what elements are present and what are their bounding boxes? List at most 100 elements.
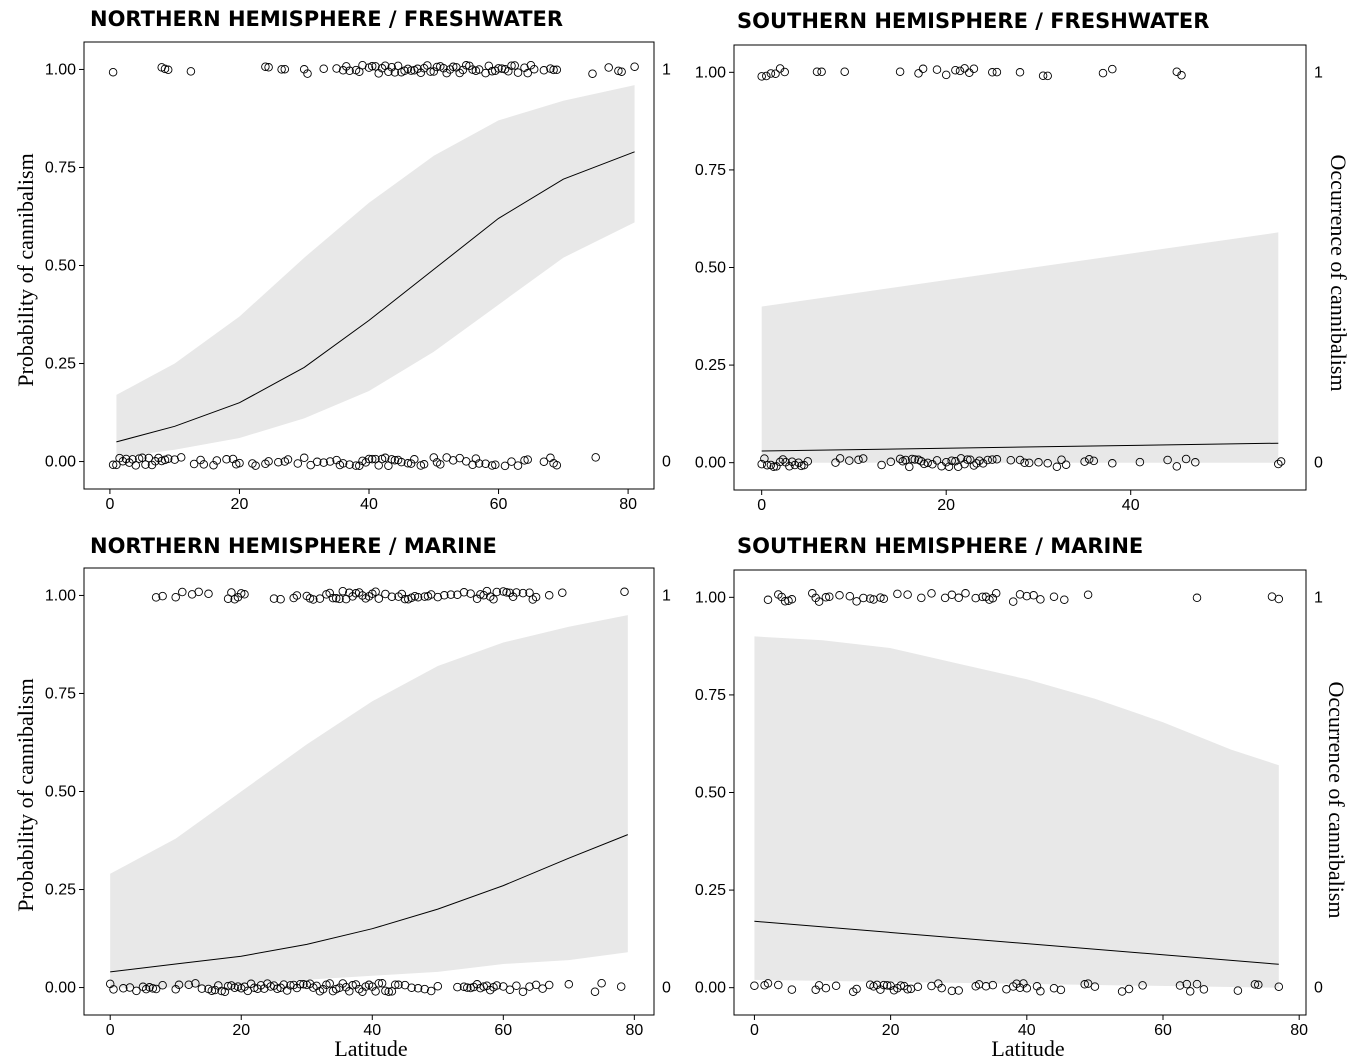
data-point-absent (803, 457, 813, 466)
data-point-present (455, 68, 464, 78)
x-tick-label: 80 (619, 496, 637, 513)
data-point-absent (544, 980, 554, 990)
data-point-present (387, 592, 397, 601)
data-point-absent (191, 979, 200, 988)
data-point-present (410, 591, 420, 601)
data-point-absent (1172, 462, 1182, 471)
data-point-present (426, 67, 435, 76)
data-point-absent (251, 461, 260, 470)
data-point-present (494, 64, 503, 73)
data-point-absent (1254, 980, 1263, 990)
data-point-absent (151, 984, 161, 994)
data-point-present (400, 594, 410, 604)
data-point-absent (520, 456, 529, 465)
data-point-present (954, 593, 963, 603)
data-point-absent (523, 455, 532, 464)
data-point-absent (513, 461, 523, 470)
data-point-absent (413, 984, 423, 993)
data-point-absent (1182, 979, 1192, 989)
data-point-absent (597, 978, 606, 988)
data-point-present (951, 65, 960, 75)
data-point-absent (499, 982, 508, 991)
data-point-absent (937, 983, 946, 993)
data-point-present (539, 66, 549, 75)
data-point-absent (410, 455, 419, 464)
data-point-absent (538, 984, 547, 993)
y-tick-label: 0.00 (45, 980, 76, 997)
data-point-absent (482, 981, 492, 990)
data-point-absent (174, 980, 184, 990)
data-point-absent (380, 453, 390, 463)
data-point-present (178, 587, 187, 597)
data-point-present (269, 594, 279, 603)
data-point-absent (364, 454, 374, 464)
x-tick-label: 40 (1122, 497, 1140, 514)
data-point-present (474, 65, 484, 74)
data-point-present (332, 64, 341, 73)
data-point-absent (778, 455, 788, 464)
data-point-present (558, 588, 567, 597)
data-point-present (492, 587, 502, 597)
data-point-present (835, 591, 844, 600)
data-point-absent (109, 985, 118, 994)
data-point-absent (531, 980, 541, 990)
data-point-absent (189, 459, 199, 469)
data-point-present (502, 588, 511, 597)
panel-title: SOUTHERN HEMISPHERE / MARINE (737, 534, 1143, 558)
data-point-absent (1185, 987, 1195, 996)
data-point-absent (941, 457, 951, 467)
data-point-absent (591, 453, 600, 462)
data-point-absent (525, 982, 534, 991)
data-point-present (151, 593, 161, 602)
data-point-present (787, 595, 797, 604)
data-point-absent (757, 459, 766, 469)
data-point-present (955, 66, 965, 76)
data-point-absent (1057, 455, 1066, 464)
data-point-absent (170, 455, 179, 464)
data-point-present (1108, 64, 1117, 74)
data-point-absent (158, 980, 167, 990)
data-point-present (1192, 593, 1202, 603)
x-tick-label: 60 (1154, 1022, 1172, 1039)
data-point-present (377, 64, 387, 73)
data-point-absent (217, 986, 226, 996)
data-point-present (371, 62, 380, 71)
data-point-absent (1124, 984, 1134, 994)
data-point-absent (932, 456, 942, 465)
data-point-present (763, 595, 773, 605)
data-point-absent (913, 982, 923, 992)
data-point-absent (433, 981, 443, 991)
data-point-absent (273, 984, 282, 994)
data-point-absent (775, 457, 785, 467)
data-point-present (315, 594, 325, 603)
data-point-present (817, 67, 826, 77)
data-point-present (552, 65, 562, 75)
data-point-absent (112, 460, 121, 470)
data-point-absent (1274, 459, 1283, 469)
data-point-absent (937, 461, 946, 471)
data-point-present (406, 66, 416, 75)
data-point-present (1043, 71, 1052, 81)
data-point-present (335, 594, 344, 604)
data-point-absent (858, 454, 868, 463)
data-point-present (280, 64, 290, 74)
data-point-absent (917, 457, 926, 466)
data-point-absent (762, 460, 772, 470)
data-point-absent (196, 455, 205, 465)
y-tick-label: 0.00 (695, 455, 726, 472)
data-point-present (204, 589, 213, 599)
data-point-present (518, 588, 528, 598)
data-point-present (160, 64, 170, 74)
data-point-present (108, 67, 118, 77)
data-point-absent (355, 461, 364, 470)
data-point-absent (487, 461, 497, 470)
y2-tick-label: 0 (1314, 455, 1323, 472)
data-point-present (513, 68, 523, 77)
data-point-absent (387, 455, 396, 464)
data-point-absent (1061, 460, 1071, 469)
data-point-absent (455, 453, 464, 463)
data-point-present (549, 65, 558, 75)
panel-nh-marine: NORTHERN HEMISPHERE / MARINE Probability… (13, 534, 671, 1061)
y2-tick-label: 1 (1314, 64, 1323, 81)
data-point-absent (466, 983, 475, 993)
